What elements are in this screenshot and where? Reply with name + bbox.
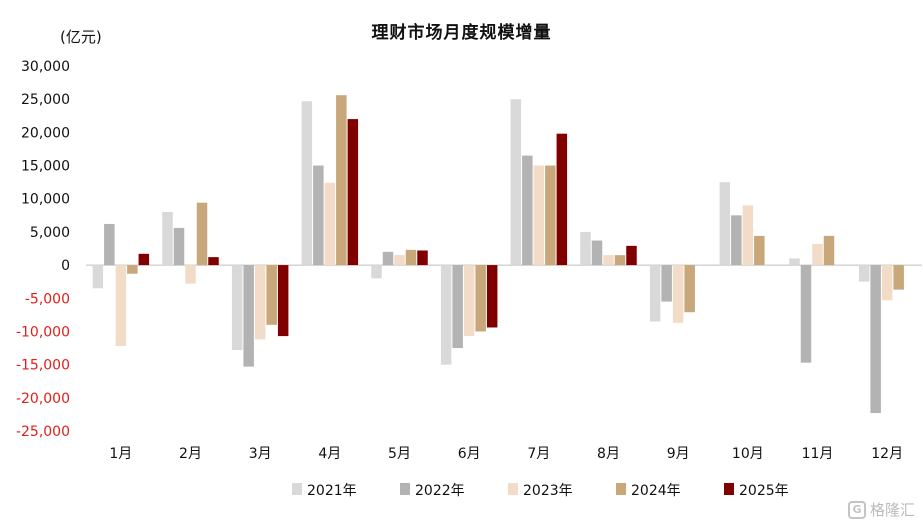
bar bbox=[417, 250, 428, 266]
bar bbox=[486, 265, 498, 328]
bar bbox=[591, 240, 603, 266]
y-tick-label: 10,000 bbox=[21, 192, 70, 208]
bar bbox=[92, 265, 104, 289]
bar bbox=[510, 99, 522, 266]
watermark: G 格隆汇 bbox=[847, 499, 915, 520]
legend-swatch bbox=[292, 483, 302, 495]
bar bbox=[243, 265, 254, 367]
bar bbox=[452, 265, 463, 349]
legend-swatch bbox=[508, 483, 518, 495]
y-tick-label: -15,000 bbox=[16, 358, 70, 374]
bar bbox=[463, 265, 475, 337]
bar bbox=[324, 182, 336, 266]
bar bbox=[301, 101, 313, 266]
legend-label: 2025年 bbox=[739, 483, 789, 499]
bar bbox=[104, 223, 115, 266]
y-tick-label: 30,000 bbox=[21, 59, 70, 75]
bar bbox=[185, 265, 196, 284]
bar bbox=[173, 227, 185, 266]
bar bbox=[812, 243, 823, 266]
legend-swatch bbox=[724, 483, 734, 495]
bar bbox=[649, 265, 661, 322]
legend-swatch bbox=[400, 483, 410, 495]
x-tick-label: 2月 bbox=[179, 446, 202, 462]
bar bbox=[870, 265, 881, 414]
bar bbox=[405, 249, 417, 266]
y-tick-label: 15,000 bbox=[21, 159, 70, 175]
bar bbox=[127, 265, 138, 274]
y-axis-unit: (亿元) bbox=[60, 28, 102, 46]
bar bbox=[533, 165, 545, 266]
bar bbox=[347, 119, 359, 266]
bar bbox=[858, 265, 870, 282]
bar bbox=[196, 202, 208, 266]
x-tick-label: 10月 bbox=[732, 446, 764, 462]
bar bbox=[742, 205, 754, 266]
y-tick-label: -20,000 bbox=[16, 391, 70, 407]
bar bbox=[208, 257, 219, 266]
bar bbox=[672, 265, 684, 323]
bar bbox=[162, 212, 173, 266]
bar bbox=[800, 265, 812, 363]
bar bbox=[626, 245, 637, 266]
bar bbox=[277, 265, 289, 337]
bar bbox=[115, 265, 127, 347]
bar bbox=[254, 265, 266, 340]
bar bbox=[231, 265, 243, 351]
bar bbox=[719, 182, 731, 266]
bar bbox=[603, 255, 614, 266]
bar bbox=[881, 265, 893, 301]
watermark-text: 格隆汇 bbox=[869, 501, 915, 519]
bar bbox=[394, 255, 405, 266]
legend-label: 2021年 bbox=[307, 483, 357, 499]
chart-title: 理财市场月度规模增量 bbox=[371, 23, 552, 43]
bar bbox=[661, 265, 672, 302]
x-tick-label: 1月 bbox=[109, 446, 132, 462]
watermark-logo-icon: G bbox=[847, 500, 866, 519]
bar bbox=[138, 253, 150, 266]
bar bbox=[893, 265, 904, 290]
bar bbox=[545, 165, 556, 266]
bar bbox=[382, 251, 394, 266]
x-tick-label: 7月 bbox=[527, 446, 550, 462]
bar bbox=[789, 258, 800, 266]
bar bbox=[731, 215, 742, 266]
bar bbox=[371, 265, 382, 279]
bar bbox=[440, 265, 452, 365]
legend-label: 2024年 bbox=[631, 483, 681, 499]
legend-swatch bbox=[616, 483, 626, 495]
bar bbox=[823, 235, 835, 266]
y-tick-label: -10,000 bbox=[16, 324, 70, 340]
legend-label: 2023年 bbox=[523, 483, 573, 499]
bar bbox=[614, 255, 626, 266]
x-tick-label: 8月 bbox=[597, 446, 620, 462]
y-tick-label: 25,000 bbox=[21, 92, 70, 108]
x-tick-label: 5月 bbox=[388, 446, 411, 462]
x-tick-label: 9月 bbox=[667, 446, 690, 462]
bar bbox=[522, 155, 533, 266]
bar bbox=[684, 265, 695, 313]
x-tick-label: 6月 bbox=[458, 446, 481, 462]
bar bbox=[580, 231, 591, 266]
x-tick-label: 4月 bbox=[318, 446, 341, 462]
bar bbox=[313, 165, 324, 266]
x-tick-label: 11月 bbox=[802, 446, 834, 462]
y-tick-label: 0 bbox=[61, 258, 70, 274]
bar bbox=[266, 265, 277, 325]
y-tick-label: -25,000 bbox=[16, 424, 70, 440]
x-tick-label: 3月 bbox=[249, 446, 272, 462]
bar bbox=[754, 235, 765, 266]
bar bbox=[336, 95, 347, 266]
y-tick-label: 5,000 bbox=[30, 225, 70, 241]
bar bbox=[556, 133, 568, 266]
x-tick-label: 12月 bbox=[871, 446, 903, 462]
bar bbox=[475, 265, 486, 332]
legend-label: 2022年 bbox=[415, 483, 465, 499]
y-tick-label: -5,000 bbox=[25, 291, 70, 307]
y-tick-label: 20,000 bbox=[21, 125, 70, 141]
